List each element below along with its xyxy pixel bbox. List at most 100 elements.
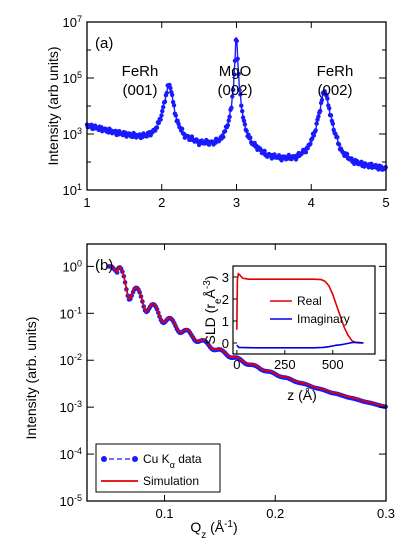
panel-b-ytick-label: 10-5 bbox=[60, 493, 82, 509]
panel-a-data-point bbox=[239, 103, 244, 108]
panel-a-ytick-label: 101 bbox=[63, 182, 82, 198]
inset-legend-real-label: Real bbox=[297, 294, 322, 308]
panel-a-data-point bbox=[160, 108, 165, 114]
legend-data-label: Cu Kα data bbox=[143, 452, 202, 470]
panel-a-data-point bbox=[231, 72, 237, 77]
panel-a-xtick-label: 2 bbox=[158, 195, 165, 210]
inset-legend-imaginary-label: Imaginary bbox=[297, 312, 350, 326]
panel-a-data-point bbox=[227, 114, 232, 120]
panel-a-data-point bbox=[170, 92, 175, 98]
inset-imaginary-curve bbox=[236, 341, 364, 349]
panel-b-xtick-label: 0.3 bbox=[377, 506, 395, 521]
inset-ytick-label: 1 bbox=[222, 314, 229, 329]
inset-ylabel: SLD (reÅ-3) bbox=[202, 276, 224, 345]
panel-a-data-point bbox=[154, 125, 160, 130]
panel-a-data-point bbox=[161, 104, 166, 110]
panel-a-data-point bbox=[344, 151, 350, 157]
legend-simulation-label: Simulation bbox=[143, 474, 199, 488]
panel-a-data-points bbox=[84, 37, 388, 172]
panel-a-data-point bbox=[171, 103, 177, 108]
panel-b-ytick-label: 10-4 bbox=[60, 446, 82, 462]
inset-xtick-label: 250 bbox=[274, 357, 296, 372]
panel-a-data-point bbox=[313, 128, 318, 133]
panel-a-peak-annotation: (002) bbox=[217, 82, 252, 99]
panel-b-simulation-line bbox=[109, 264, 386, 408]
panel-a-peak-annotation: (002) bbox=[317, 82, 352, 99]
panel-a-data-point bbox=[319, 97, 325, 103]
panel-b-ytick-label: 10-1 bbox=[60, 305, 82, 321]
panel-a-data-point bbox=[327, 106, 332, 111]
panel-a-chart: 1 2 3 4 5 101 103 105 107 (a) FeRh (001) MgO (002) F… bbox=[45, 14, 390, 210]
legend-data-marker bbox=[132, 456, 138, 462]
panel-a-data-point bbox=[241, 118, 247, 124]
panel-a-data-point bbox=[238, 92, 243, 97]
panel-a-data-point bbox=[237, 87, 242, 93]
inset-ytick-label: 2 bbox=[222, 292, 229, 307]
panel-b-ytick-label: 10-3 bbox=[60, 399, 82, 415]
panel-a-data-point bbox=[168, 85, 173, 91]
panel-a-data-point bbox=[179, 126, 185, 131]
panel-a-peak-annotation: (001) bbox=[122, 82, 157, 99]
panel-a-data-point bbox=[330, 121, 335, 126]
panel-a-data-point bbox=[176, 121, 181, 127]
panel-a-xtick-label: 4 bbox=[308, 195, 315, 210]
panel-a-data-point bbox=[311, 133, 317, 138]
panel-a-data-point bbox=[336, 142, 342, 147]
panel-a-data-point bbox=[325, 96, 330, 101]
inset-real-curve bbox=[236, 272, 364, 344]
panel-a-data-point bbox=[231, 87, 236, 93]
panel-a-data-point bbox=[262, 148, 267, 154]
sld-inset-chart: 0 250 500 0 1 2 3 Real Imaginary z (Å) SLD (re… bbox=[202, 265, 376, 403]
panel-a-data-point bbox=[159, 113, 164, 118]
panel-a-data-point bbox=[221, 134, 226, 140]
panel-b-ytick-label: 100 bbox=[63, 258, 82, 274]
inset-ytick-label: 3 bbox=[222, 270, 229, 285]
panel-a-peak-annotation: FeRh bbox=[317, 63, 354, 80]
panel-a-xtick-label: 3 bbox=[233, 195, 240, 210]
panel-a-ytick-label: 107 bbox=[63, 14, 82, 30]
inset-ytick-label: 0 bbox=[222, 336, 229, 351]
panel-a-data-point bbox=[308, 141, 313, 146]
inset-xtick-label: 0 bbox=[233, 357, 240, 372]
panel-a-data-point bbox=[244, 128, 249, 134]
panel-a-data-point bbox=[314, 121, 319, 126]
panel-a-data-point bbox=[229, 105, 234, 111]
panel-a-peak-annotation: FeRh bbox=[122, 63, 159, 80]
panel-b-ylabel: Intensity (arb. units) bbox=[23, 317, 39, 440]
panel-a-data-point bbox=[235, 56, 240, 61]
panel-a-data-point bbox=[335, 135, 340, 140]
panel-a-data-point bbox=[303, 150, 309, 155]
panel-a-ytick-label: 103 bbox=[63, 126, 82, 142]
panel-b-legend: Cu Kα data Simulation bbox=[95, 443, 221, 493]
panel-a-data-point bbox=[248, 135, 253, 140]
panel-a-data-point bbox=[162, 99, 168, 104]
panel-a-data-point bbox=[189, 134, 195, 139]
panel-b-ytick-label: 10-2 bbox=[60, 352, 82, 368]
panel-a-xtick-label: 5 bbox=[382, 195, 389, 210]
panel-b-xlabel: Qz (Å-1) bbox=[190, 519, 237, 541]
panel-a-data-point bbox=[236, 71, 241, 77]
panel-a-data-point bbox=[222, 129, 228, 134]
panel-a-label: (a) bbox=[95, 35, 113, 52]
panel-b-xtick-label: 0.1 bbox=[155, 506, 173, 521]
panel-a-data-point bbox=[226, 118, 231, 123]
panel-a-xtick-label: 1 bbox=[83, 195, 90, 210]
panel-a-data-point bbox=[234, 38, 239, 44]
panel-a-data-point bbox=[240, 108, 245, 114]
panel-a-data-point bbox=[318, 108, 323, 114]
panel-a-data-point bbox=[230, 94, 235, 99]
legend-data-marker bbox=[101, 456, 107, 462]
inset-xlabel: z (Å) bbox=[287, 387, 317, 403]
panel-b-frame bbox=[86, 243, 387, 502]
panel-a-ytick-label: 105 bbox=[63, 70, 82, 86]
panel-a-data-point bbox=[328, 113, 334, 118]
panel-a-data-point bbox=[225, 123, 230, 128]
panel-a-ylabel: Intensity (arb units) bbox=[45, 46, 61, 165]
inset-xtick-label: 500 bbox=[322, 357, 344, 372]
panel-a-data-point bbox=[242, 122, 248, 127]
panel-a-peak-annotation: MgO bbox=[219, 63, 252, 80]
panel-a-data-point bbox=[173, 113, 178, 118]
panel-a-data-point bbox=[316, 114, 321, 119]
